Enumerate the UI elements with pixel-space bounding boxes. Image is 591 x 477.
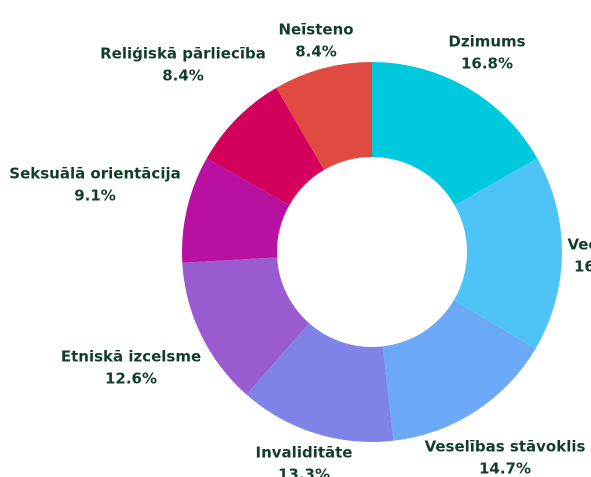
segment-label: Veselības stāvoklis [425, 438, 586, 456]
donut-segment [246, 323, 394, 443]
donut-segment [276, 62, 372, 170]
segment-label: Invaliditāte [256, 444, 353, 462]
segment-value: 12.6% [105, 370, 157, 388]
segment-value: 16.7% [574, 258, 591, 276]
segment-value: 13.3% [278, 466, 330, 477]
donut-segment [182, 257, 310, 395]
donut-segment [206, 87, 325, 206]
segment-label: Reliģiskā pārliecība [100, 45, 266, 63]
segment-label: Neīsteno [278, 21, 353, 39]
segment-label: Vecums [567, 236, 591, 254]
segment-label: Dzimums [448, 33, 525, 51]
segment-value: 8.4% [162, 67, 204, 85]
segment-label: Seksuālā orientācija [9, 165, 180, 183]
donut-segment [372, 62, 538, 206]
segment-value: 8.4% [295, 43, 337, 61]
segment-label: Etniskā izcelsme [61, 348, 201, 366]
segment-value: 9.1% [74, 187, 116, 205]
donut-segment [453, 158, 563, 349]
donut-segment [382, 300, 536, 441]
donut-segment [182, 158, 290, 263]
segment-value: 14.7% [479, 460, 531, 477]
segment-value: 16.8% [461, 55, 513, 73]
